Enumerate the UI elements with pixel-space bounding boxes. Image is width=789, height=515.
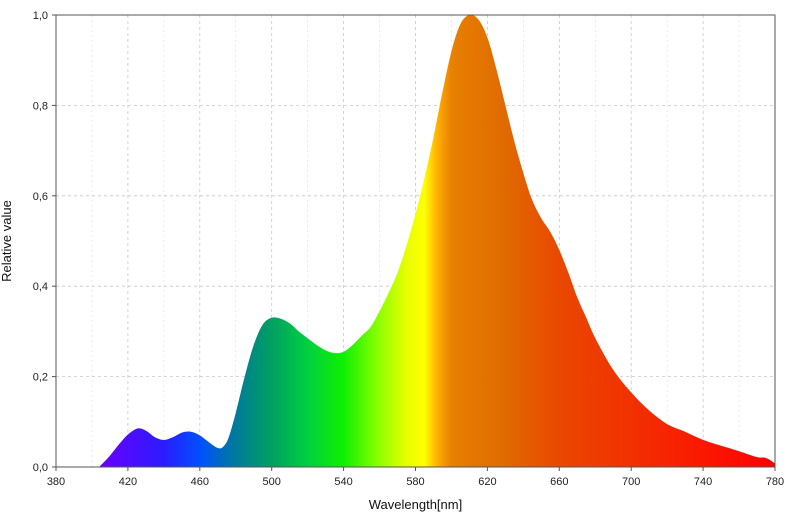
x-tick-label-780: 780 xyxy=(766,476,784,488)
x-tick-label-620: 620 xyxy=(478,476,496,488)
x-tick-label-700: 700 xyxy=(622,476,640,488)
x-tick-label-740: 740 xyxy=(694,476,712,488)
x-tick-label-460: 460 xyxy=(191,476,209,488)
y-tick-label-0,0: 0,0 xyxy=(33,462,48,474)
y-axis-ticks: 0,0 0,2 0,4 0,6 0,8 1,0 xyxy=(33,10,56,474)
x-tick-label-420: 420 xyxy=(119,476,137,488)
x-tick-label-580: 580 xyxy=(406,476,424,488)
x-tick-label-380: 380 xyxy=(47,476,65,488)
y-tick-label-1,0: 1,0 xyxy=(33,10,48,22)
y-tick-label-0,4: 0,4 xyxy=(33,281,48,293)
x-tick-label-500: 500 xyxy=(263,476,281,488)
spectrum-area xyxy=(99,15,775,467)
x-tick-label-540: 540 xyxy=(334,476,352,488)
y-tick-label-0,2: 0,2 xyxy=(33,372,48,384)
y-tick-label-0,6: 0,6 xyxy=(33,191,48,203)
y-axis-title: Relative value xyxy=(0,200,14,282)
x-axis-ticks: 380 420 460 500 540 580 620 660 700 740 780 xyxy=(47,467,784,488)
x-axis-title: Wavelength[nm] xyxy=(369,497,462,512)
x-tick-label-660: 660 xyxy=(550,476,568,488)
y-tick-label-0,8: 0,8 xyxy=(33,100,48,112)
